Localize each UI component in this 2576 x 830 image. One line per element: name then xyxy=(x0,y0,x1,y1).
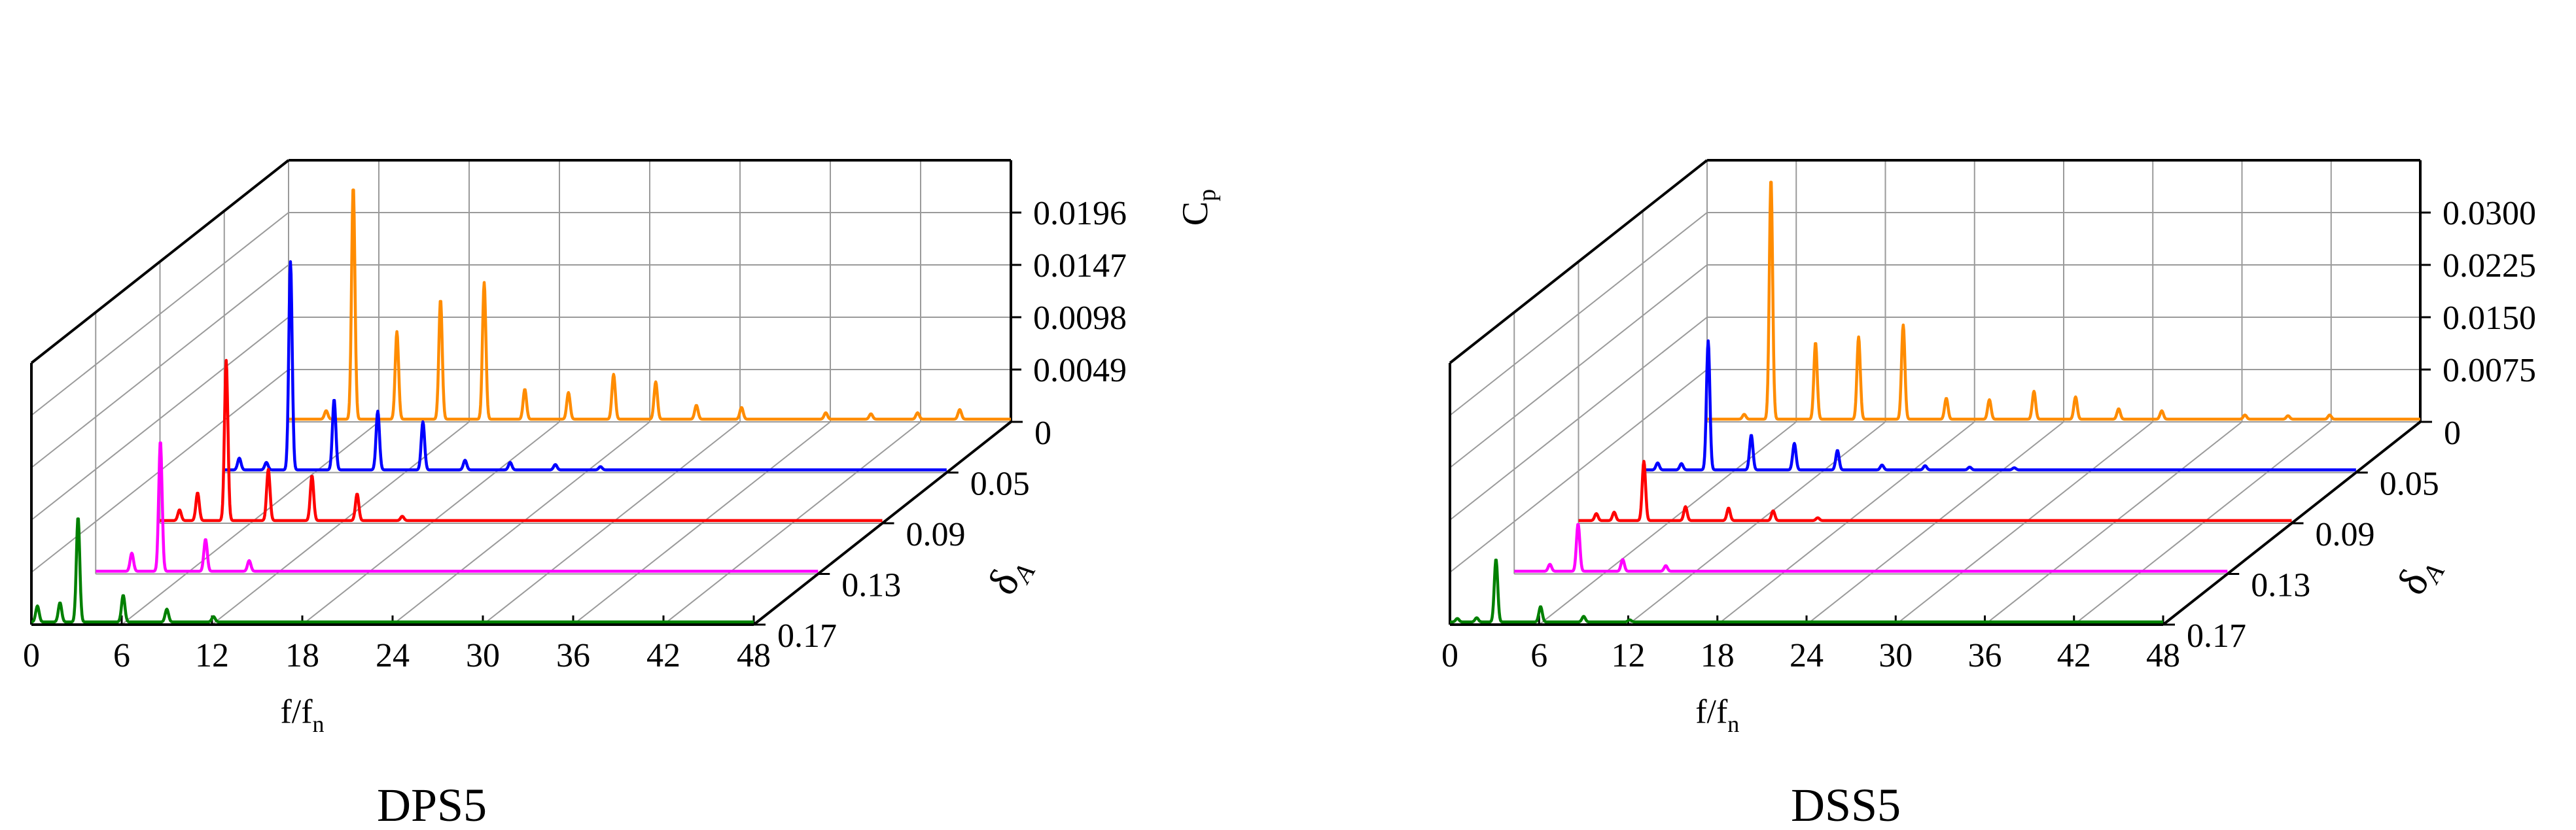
x-tick-label: 6 xyxy=(1530,637,1547,674)
chart-dps5: 0 6 12 18 24 30 36 42 48 f/fn 0.0049 0.0098 0.0147 0.… xyxy=(23,159,1221,830)
depth-tick-label: 0 xyxy=(1034,415,1051,452)
y-tick-label: 0.0196 xyxy=(1033,195,1127,232)
series-line-0.13 xyxy=(1513,523,2229,573)
x-tick-label: 48 xyxy=(2146,637,2180,674)
leftwall-gridline xyxy=(1449,369,1708,573)
depth-tick-label: 0.17 xyxy=(777,617,837,655)
x-tick-label: 18 xyxy=(285,637,319,674)
x-tick-label: 42 xyxy=(646,637,680,674)
depth-tick-label: 0.09 xyxy=(906,516,966,553)
x-axis-label: f/fn xyxy=(1695,693,1739,737)
depth-axis-label: δA xyxy=(2388,547,2450,604)
series-line-0.05 xyxy=(1642,339,2357,472)
y-tick-label: 0.0075 xyxy=(2443,352,2536,389)
depth-axis-label-subscript: A xyxy=(2416,559,2450,589)
series-line-0.09 xyxy=(1578,460,2293,523)
x-tick-label: 24 xyxy=(376,637,410,674)
x-tick-label: 36 xyxy=(1968,637,2002,674)
series-line-0.17 xyxy=(30,517,755,624)
x-tick-label: 12 xyxy=(195,637,229,674)
x-tick-label: 42 xyxy=(2057,637,2091,674)
leftwall-gridline xyxy=(31,212,289,416)
x-axis-label: f/fn xyxy=(280,693,324,737)
series-line-0.17 xyxy=(1449,559,2164,624)
depth-tick-label: 0.13 xyxy=(2251,567,2310,604)
x-tick-label: 30 xyxy=(466,637,500,674)
x-axis-label-subscript: n xyxy=(1727,711,1739,737)
top-left-edge xyxy=(30,159,290,364)
x-tick-label: 48 xyxy=(737,637,771,674)
x-tick-label: 0 xyxy=(23,637,40,674)
series-line-0.05 xyxy=(223,260,948,472)
depth-tick-label: 0.17 xyxy=(2187,617,2246,655)
depth-tick-label: 0.13 xyxy=(841,567,901,604)
x-tick-label: 36 xyxy=(556,637,590,674)
depth-tick-label: 0.05 xyxy=(970,466,1030,503)
x-tick-label: 6 xyxy=(113,637,130,674)
series-line-0 xyxy=(1706,181,2422,421)
axis-frame xyxy=(30,159,1012,626)
grid xyxy=(1449,160,2420,625)
series-line-0.09 xyxy=(159,358,883,523)
y-tick-label: 0.0147 xyxy=(1033,247,1127,285)
depth-tick-label: 0.05 xyxy=(2380,466,2439,503)
leftwall-gridline xyxy=(1449,264,1708,468)
y-tick-label: 0.0098 xyxy=(1033,300,1127,337)
x-tick-label: 30 xyxy=(1879,637,1913,674)
y-axis-label: Cp xyxy=(1175,189,1221,226)
leftwall-gridline xyxy=(31,317,289,521)
x-tick-label: 18 xyxy=(1701,637,1735,674)
x-tick-label: 0 xyxy=(1441,637,1458,674)
leftwall-gridline xyxy=(1449,212,1708,416)
x-tick-label: 12 xyxy=(1612,637,1646,674)
top-left-edge xyxy=(1449,159,1708,364)
axis-frame xyxy=(1449,159,2422,626)
depth-axis-label: δA xyxy=(978,547,1040,604)
leftwall-gridline xyxy=(31,264,289,468)
leftwall-gridline xyxy=(1449,317,1708,521)
y-tick-label: 0.0225 xyxy=(2443,247,2536,285)
series-line-0 xyxy=(287,188,1012,421)
depth-tick-label: 0 xyxy=(2444,415,2461,452)
depth-axis-label-subscript: A xyxy=(1006,559,1041,589)
series-line-0.13 xyxy=(94,441,819,573)
grid xyxy=(31,160,1011,625)
y-tick-label: 0.0049 xyxy=(1033,352,1127,389)
chart-title: DSS5 xyxy=(1791,779,1901,830)
x-axis-label-subscript: n xyxy=(313,711,325,737)
x-tick-label: 24 xyxy=(1790,637,1824,674)
y-tick-label: 0.0150 xyxy=(2443,300,2536,337)
depth-tick-label: 0.09 xyxy=(2316,516,2375,553)
chart-title: DPS5 xyxy=(377,779,487,830)
chart-dss5: 0 6 12 18 24 30 36 42 48 f/fn 0.0075 0.0150 0.0225 0.… xyxy=(1441,159,2536,830)
y-tick-label: 0.0300 xyxy=(2443,195,2536,232)
y-axis-label-subscript: p xyxy=(1193,189,1221,201)
